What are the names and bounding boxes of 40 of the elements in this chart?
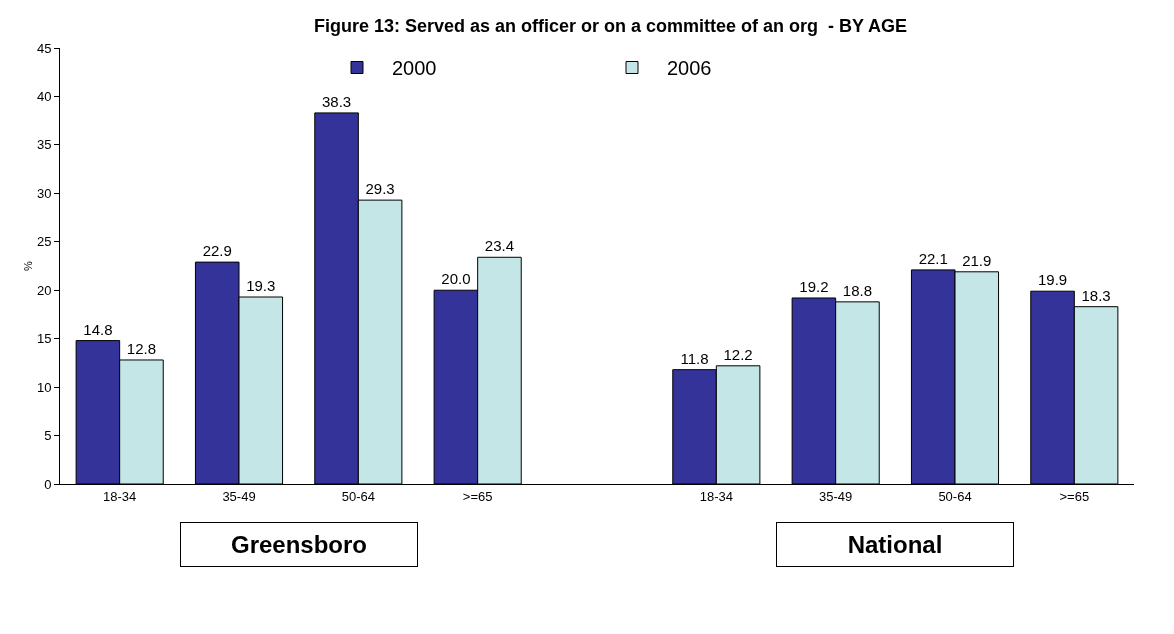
data-label: 21.9 — [962, 251, 992, 269]
y-tick-label: 5 — [44, 428, 52, 444]
x-tick-label: 18-34 — [699, 488, 733, 504]
data-label: 19.3 — [246, 277, 276, 294]
data-label: 18.8 — [842, 281, 873, 299]
data-label: 22.1 — [918, 249, 948, 267]
data-label: 12.8 — [126, 339, 157, 357]
data-label: 11.8 — [680, 349, 709, 367]
legend-label: 2000 — [392, 57, 437, 80]
data-label: 29.3 — [365, 180, 395, 198]
x-tick-label: >=65 — [462, 488, 493, 504]
x-tick-label: 50-64 — [938, 488, 972, 504]
chart-title: Figure 13: Served as an officer or on a committee of an org - BY AGE — [313, 15, 908, 36]
y-tick-label: 30 — [36, 185, 52, 201]
y-tick-label: 40 — [36, 88, 52, 104]
y-tick-label: 15 — [36, 331, 52, 347]
y-tick-label: 35 — [36, 137, 52, 153]
y-tick-label: 0 — [44, 476, 52, 492]
data-label: 20.0 — [441, 270, 471, 288]
x-tick-label: 50-64 — [341, 488, 375, 504]
legend-label: 2006 — [667, 57, 712, 80]
data-label: 12.2 — [723, 345, 753, 363]
data-label: 18.3 — [1081, 286, 1111, 304]
text: National — [847, 531, 943, 558]
data-label: 22.9 — [202, 242, 232, 260]
x-tick-label: 18-34 — [103, 488, 137, 504]
y-tick-label: 45 — [36, 40, 52, 56]
data-label: 19.2 — [799, 277, 829, 295]
y-axis-title: % — [21, 260, 34, 271]
x-tick-label: 35-49 — [222, 488, 256, 504]
y-tick-label: 10 — [36, 379, 52, 395]
data-label: 23.4 — [484, 237, 515, 255]
y-tick-label: 25 — [36, 234, 52, 250]
y-tick-label: 20 — [36, 282, 52, 298]
data-label: 38.3 — [321, 92, 352, 110]
text: Greensboro — [230, 531, 368, 558]
data-label: 19.9 — [1037, 271, 1068, 289]
x-tick-label: >=65 — [1059, 488, 1090, 504]
x-tick-label: 35-49 — [819, 488, 853, 504]
data-label: 14.8 — [83, 320, 113, 338]
